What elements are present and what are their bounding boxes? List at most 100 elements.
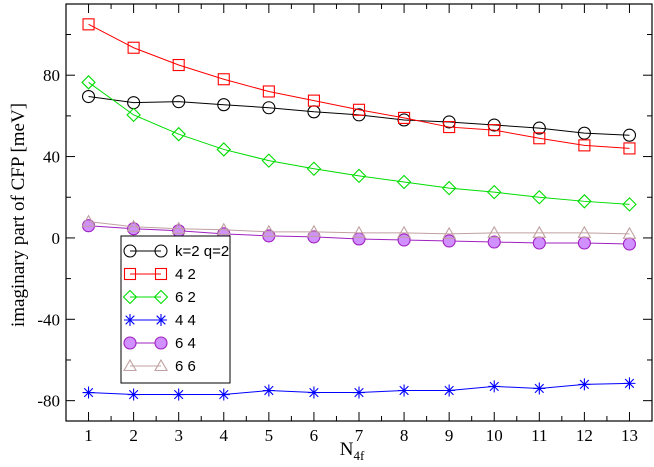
data-point	[622, 237, 637, 251]
data-point	[216, 222, 231, 235]
data-point	[442, 226, 457, 239]
legend-marker	[154, 267, 168, 281]
data-point	[443, 121, 456, 134]
data-point	[532, 189, 547, 205]
x-tick-label: 6	[310, 426, 319, 445]
x-tick-label: 13	[621, 426, 638, 445]
data-point	[306, 224, 321, 237]
data-point	[126, 107, 141, 123]
data-point	[623, 142, 636, 155]
series-line	[88, 96, 630, 136]
data-point	[622, 197, 637, 212]
legend-marker	[123, 336, 137, 350]
data-point	[217, 98, 231, 112]
data-point	[172, 95, 186, 109]
data-point	[488, 124, 501, 137]
legend-marker	[122, 289, 138, 305]
data-point	[81, 75, 96, 90]
data-point	[532, 121, 546, 135]
data-point	[397, 233, 411, 247]
x-tick-label: 4	[220, 426, 229, 445]
legend-marker	[154, 336, 168, 350]
data-point	[532, 236, 546, 250]
x-axis-title: N4f	[340, 439, 365, 463]
series-3	[82, 377, 636, 401]
data-point	[398, 384, 411, 397]
data-point	[443, 384, 456, 397]
series-layer	[81, 18, 637, 401]
data-point	[261, 153, 277, 168]
legend-marker	[124, 314, 136, 326]
data-point	[127, 388, 140, 401]
data-point	[396, 174, 412, 190]
data-point	[262, 85, 275, 98]
data-point	[533, 132, 546, 145]
y-tick-label: -40	[37, 310, 60, 329]
x-tick-label: 5	[265, 426, 274, 445]
x-tick-label: 9	[445, 426, 454, 445]
x-tick-label: 11	[531, 426, 547, 445]
legend-label: k=2 q=2	[175, 243, 229, 260]
x-tick-label: 1	[84, 426, 93, 445]
series-5	[81, 214, 637, 239]
x-tick-label: 2	[129, 426, 138, 445]
x-axis-title-main: N	[340, 439, 354, 460]
data-point	[532, 225, 547, 238]
data-point	[488, 380, 501, 393]
data-point	[577, 126, 591, 140]
y-axis-title: imaginary part of CFP [meV]	[8, 103, 29, 327]
data-point	[171, 221, 186, 234]
legend: k=2 q=2 4 2 6 2 4 4 6 4 6 6	[120, 235, 231, 384]
data-point	[127, 41, 140, 54]
data-point	[81, 90, 96, 104]
series-line	[88, 81, 630, 205]
x-tick-label: 7	[355, 426, 364, 445]
y-tick-label: 40	[43, 148, 60, 167]
legend-label: 4 4	[175, 312, 196, 329]
data-point	[622, 226, 637, 239]
data-point	[82, 18, 95, 31]
data-point	[441, 180, 457, 196]
data-point	[307, 94, 320, 107]
data-point	[442, 234, 456, 248]
legend-marker	[123, 358, 137, 372]
data-point	[533, 382, 546, 395]
series-1	[82, 18, 636, 155]
data-point	[82, 386, 95, 399]
legend-marker	[153, 289, 169, 305]
data-point	[307, 386, 320, 399]
data-point	[486, 184, 502, 200]
series-0	[81, 90, 637, 142]
data-point	[262, 384, 275, 397]
data-point	[216, 142, 232, 157]
data-point	[306, 161, 322, 177]
legend-marker	[123, 267, 137, 281]
legend-marker	[154, 358, 168, 372]
data-point	[578, 139, 591, 152]
y-tick-label: 0	[52, 229, 61, 248]
series-2	[81, 75, 637, 212]
x-tick-label: 12	[576, 426, 593, 445]
data-point	[126, 219, 141, 232]
data-point	[352, 103, 366, 116]
data-point	[487, 225, 502, 238]
data-point	[352, 225, 366, 238]
x-tick-label: 10	[486, 426, 503, 445]
legend-box	[120, 235, 231, 384]
legend-label: 6 2	[175, 289, 196, 306]
legend-label: 6 6	[175, 358, 196, 375]
data-point	[578, 378, 591, 391]
x-axis-title-subscript: 4f	[353, 448, 365, 463]
data-point	[487, 235, 501, 249]
legend-marker	[155, 314, 167, 326]
data-point	[623, 377, 636, 390]
data-point	[353, 386, 365, 399]
x-tick-label: 3	[174, 426, 183, 445]
x-tick-label: 8	[400, 426, 409, 445]
series-line	[88, 221, 630, 235]
data-point	[577, 236, 591, 250]
data-point	[262, 101, 276, 115]
data-point	[398, 111, 411, 124]
legend-marker	[123, 244, 137, 258]
